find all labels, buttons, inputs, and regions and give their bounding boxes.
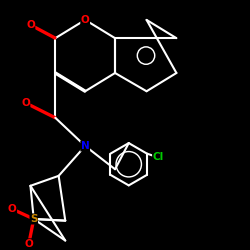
- Text: Cl: Cl: [152, 152, 164, 162]
- Text: O: O: [8, 204, 16, 214]
- Text: S: S: [30, 214, 38, 224]
- Text: O: O: [81, 15, 90, 25]
- Text: O: O: [24, 239, 33, 249]
- Text: N: N: [81, 141, 90, 151]
- Text: O: O: [26, 20, 35, 30]
- Text: O: O: [21, 98, 30, 108]
